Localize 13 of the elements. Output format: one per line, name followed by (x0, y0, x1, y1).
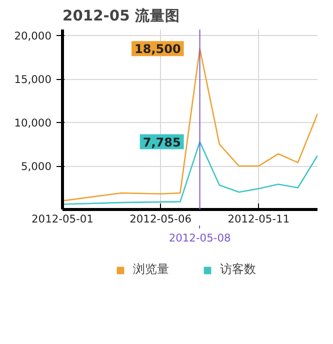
y-tick-label: 15,000 (14, 73, 52, 86)
annotation: 7,785 (142, 135, 181, 150)
chart-title: 2012-05 流量图 (62, 6, 180, 24)
y-tick-label: 20,000 (14, 30, 52, 43)
x-tick-label: 2012-05-01 (32, 212, 94, 226)
x-tick-label: 2012-05-06 (130, 212, 192, 226)
ref-line-label: 2012-05-08 (168, 232, 231, 244)
legend-label: 访客数 (220, 261, 256, 278)
y-tick-label: 5,000 (20, 160, 52, 174)
y-tick-label: 10,000 (14, 116, 52, 130)
annotation: 18,500 (134, 42, 181, 56)
legend-label: 浏览量 (133, 261, 169, 278)
x-tick-label: 2012-05-11 (228, 212, 290, 226)
